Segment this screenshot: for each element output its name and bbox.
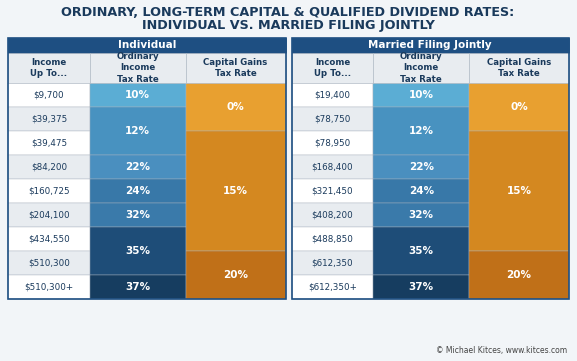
Text: © Michael Kitces, www.kitces.com: © Michael Kitces, www.kitces.com (0, 360, 1, 361)
Text: 10%: 10% (125, 90, 150, 100)
Bar (8, 83, 90, 107)
Text: © Michael Kitces, www.kitces.com: © Michael Kitces, www.kitces.com (436, 347, 567, 356)
Text: 20%: 20% (223, 270, 248, 280)
Text: Individual: Individual (118, 40, 176, 51)
Text: $434,550: $434,550 (28, 235, 70, 244)
Text: ORDINARY, LONG-TERM CAPITAL & QUALIFIED DIVIDEND RATES:: ORDINARY, LONG-TERM CAPITAL & QUALIFIED … (61, 6, 515, 19)
Bar (90, 179, 186, 203)
Text: Capital Gains
Tax Rate: Capital Gains Tax Rate (487, 58, 551, 78)
Text: $612,350: $612,350 (312, 258, 353, 268)
Bar (291, 179, 373, 203)
Bar (291, 53, 373, 83)
Bar (90, 203, 186, 227)
Text: 37%: 37% (409, 282, 434, 292)
Bar (373, 203, 469, 227)
Text: 22%: 22% (125, 162, 150, 172)
Bar (291, 131, 373, 155)
Text: 12%: 12% (409, 126, 434, 136)
Text: $510,300+: $510,300+ (24, 283, 73, 291)
Bar (373, 53, 469, 83)
Text: Ordinary
Income
Tax Rate: Ordinary Income Tax Rate (400, 52, 443, 84)
Bar (291, 203, 373, 227)
Bar (373, 83, 469, 107)
Bar (8, 107, 90, 131)
Bar (469, 53, 569, 83)
Text: INDIVIDUAL VS. MARRIED FILING JOINTLY: INDIVIDUAL VS. MARRIED FILING JOINTLY (141, 19, 434, 32)
Bar (186, 53, 286, 83)
Text: 0%: 0% (227, 102, 245, 112)
Text: 24%: 24% (409, 186, 434, 196)
Text: $160,725: $160,725 (28, 187, 70, 196)
Text: 24%: 24% (125, 186, 150, 196)
Text: $78,950: $78,950 (314, 139, 351, 148)
Text: $321,450: $321,450 (312, 187, 353, 196)
Bar (90, 155, 186, 179)
Bar (291, 227, 373, 251)
Text: 15%: 15% (223, 186, 248, 196)
Bar (186, 251, 286, 299)
Bar (469, 131, 569, 251)
Bar (90, 107, 186, 155)
Text: 12%: 12% (125, 126, 150, 136)
Bar (90, 275, 186, 299)
Text: Capital Gains
Tax Rate: Capital Gains Tax Rate (204, 58, 268, 78)
Text: 20%: 20% (507, 270, 531, 280)
Text: Ordinary
Income
Tax Rate: Ordinary Income Tax Rate (117, 52, 159, 84)
Bar (8, 179, 90, 203)
Bar (8, 131, 90, 155)
Text: 10%: 10% (409, 90, 434, 100)
Bar (8, 203, 90, 227)
Bar (90, 227, 186, 275)
Bar (90, 53, 186, 83)
Bar (373, 275, 469, 299)
Text: 22%: 22% (409, 162, 434, 172)
Text: $78,750: $78,750 (314, 114, 351, 123)
Text: 15%: 15% (507, 186, 531, 196)
Bar (8, 53, 90, 83)
Text: Income
Up To...: Income Up To... (31, 58, 68, 78)
Text: 37%: 37% (125, 282, 150, 292)
Bar (90, 83, 186, 107)
Text: $408,200: $408,200 (312, 210, 353, 219)
Bar (469, 251, 569, 299)
Text: $204,100: $204,100 (28, 210, 70, 219)
Bar (469, 83, 569, 131)
Text: Married Filing Jointly: Married Filing Jointly (369, 40, 492, 51)
Bar (8, 155, 90, 179)
Text: $39,475: $39,475 (31, 139, 67, 148)
Text: 32%: 32% (409, 210, 434, 220)
Bar (291, 155, 373, 179)
Bar (291, 107, 373, 131)
Bar (291, 275, 373, 299)
Text: © Michael Kitces,: © Michael Kitces, (0, 360, 1, 361)
Text: 35%: 35% (125, 246, 150, 256)
Bar (291, 251, 373, 275)
Text: $612,350+: $612,350+ (308, 283, 357, 291)
Bar (8, 251, 90, 275)
Bar (8, 227, 90, 251)
Text: $168,400: $168,400 (312, 162, 353, 171)
Bar (8, 275, 90, 299)
Text: 32%: 32% (125, 210, 150, 220)
Bar (291, 38, 569, 299)
Bar (8, 38, 286, 299)
Text: $488,850: $488,850 (312, 235, 353, 244)
Text: $510,300: $510,300 (28, 258, 70, 268)
Bar (186, 131, 286, 251)
Text: $84,200: $84,200 (31, 162, 67, 171)
Bar (8, 38, 286, 53)
Bar (291, 38, 569, 53)
Bar (373, 227, 469, 275)
Text: $39,375: $39,375 (31, 114, 67, 123)
Bar (373, 155, 469, 179)
Text: Income
Up To...: Income Up To... (314, 58, 351, 78)
Bar (186, 83, 286, 131)
Text: 35%: 35% (409, 246, 434, 256)
Bar (373, 179, 469, 203)
Bar (373, 107, 469, 155)
Text: 0%: 0% (510, 102, 528, 112)
Text: $19,400: $19,400 (314, 91, 350, 100)
Text: $9,700: $9,700 (33, 91, 64, 100)
Bar (291, 83, 373, 107)
